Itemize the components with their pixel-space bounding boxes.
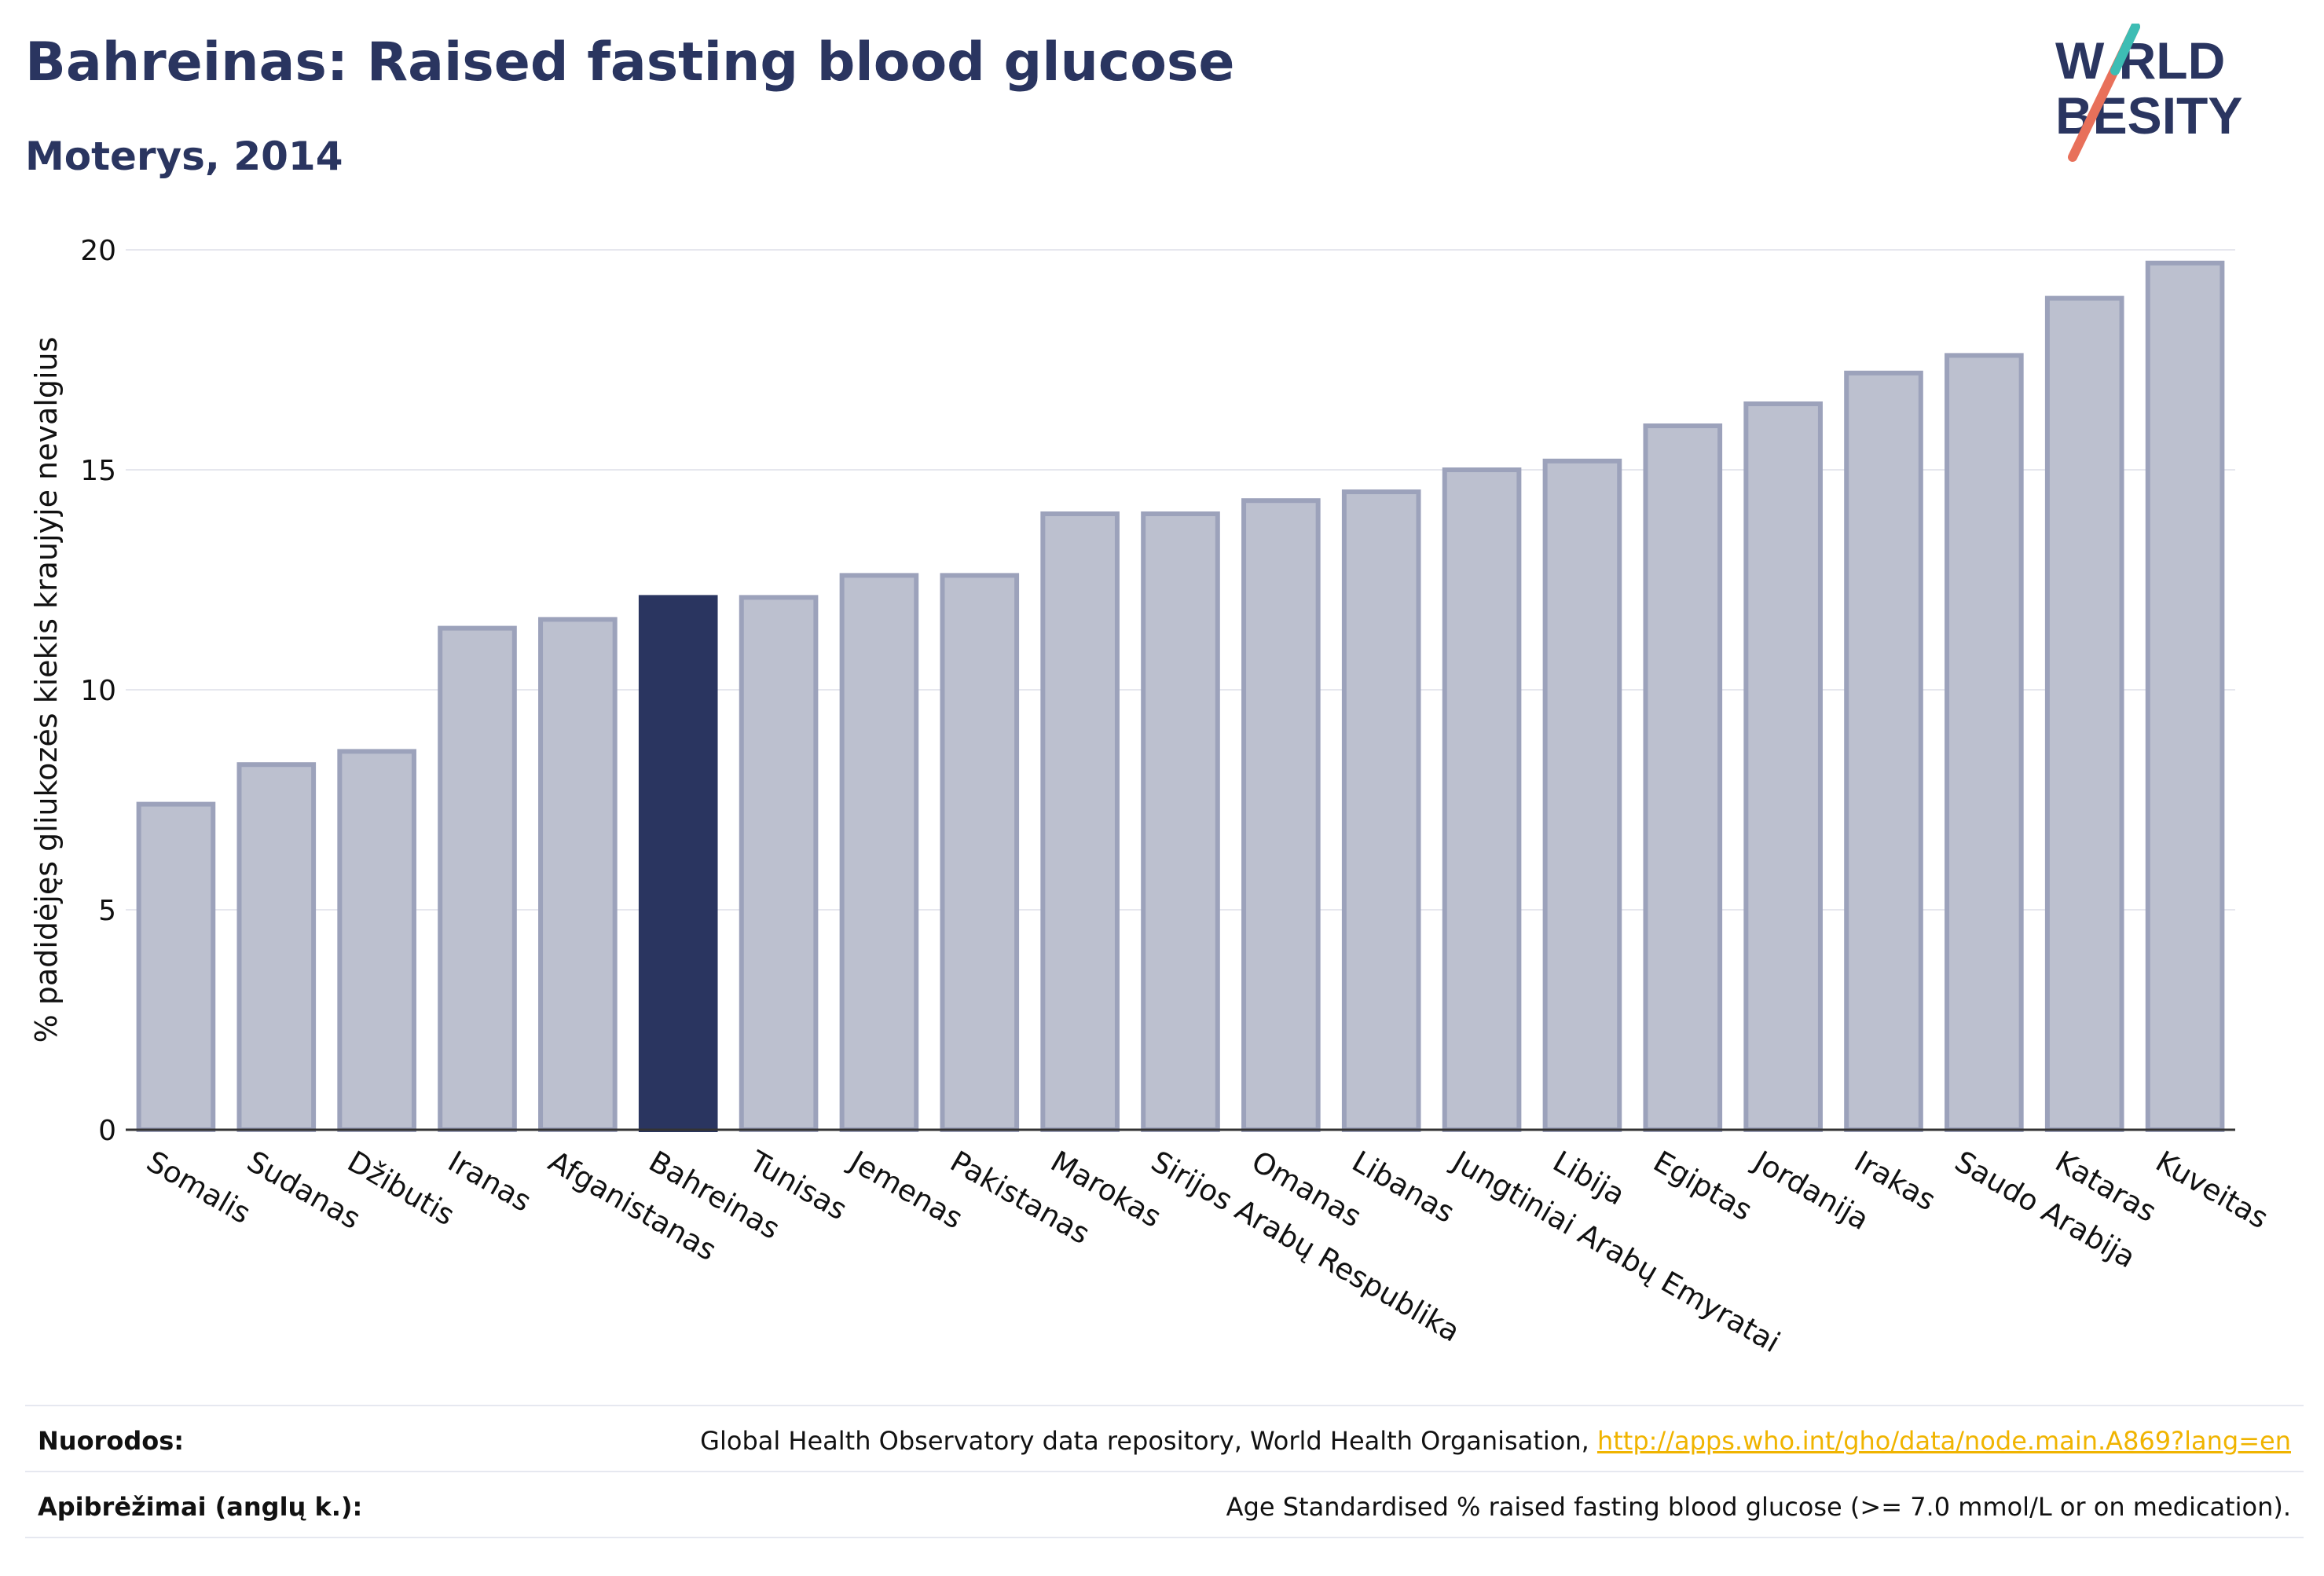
x-tick-label: Kuveitas — [2150, 1145, 2275, 1236]
world-obesity-logo: W RLD BESITY — [2055, 24, 2242, 162]
x-tick-label: Egiptas — [1648, 1145, 1758, 1228]
footer-definitions-label: Apibrėžimai (anglų k.): — [38, 1492, 363, 1522]
bar[interactable] — [1743, 401, 1823, 1132]
footer-divider-top — [25, 1405, 2304, 1406]
y-tick-label: 10 — [80, 675, 116, 707]
y-tick-label: 15 — [80, 455, 116, 487]
x-tick-label: Somalis — [141, 1145, 256, 1231]
logo-line1: W RLD — [2055, 31, 2225, 90]
bar[interactable] — [1542, 458, 1622, 1132]
bar[interactable] — [1643, 423, 1723, 1132]
bar[interactable] — [1844, 370, 1923, 1132]
footer-sources-text: Global Health Observatory data repositor… — [700, 1426, 1597, 1456]
footer-sources-row: Nuorodos: Global Health Observatory data… — [25, 1409, 2304, 1472]
bars — [136, 260, 2225, 1133]
footer-definitions-row: Apibrėžimai (anglų k.): Age Standardised… — [25, 1475, 2304, 1538]
footer-sources-link[interactable]: http://apps.who.int/gho/data/node.main.A… — [1596, 1426, 2291, 1456]
bar-highlighted[interactable] — [638, 595, 718, 1132]
bar[interactable] — [2145, 260, 2225, 1132]
bar[interactable] — [337, 749, 416, 1133]
bar[interactable] — [2044, 295, 2124, 1133]
x-tick-label: Afganistanas — [543, 1145, 722, 1268]
footer-definitions-value: Age Standardised % raised fasting blood … — [1226, 1492, 2291, 1522]
bar[interactable] — [236, 762, 317, 1132]
footer-divider-middle — [25, 1471, 2304, 1472]
bar[interactable] — [739, 595, 819, 1132]
x-tick-label: Džibutis — [342, 1145, 460, 1233]
x-tick-label: Jordanija — [1747, 1144, 1875, 1237]
bar[interactable] — [438, 625, 517, 1132]
bar[interactable] — [1945, 353, 2024, 1132]
footer-sources-label: Nuorodos: — [38, 1426, 185, 1456]
bar[interactable] — [1442, 467, 1522, 1132]
x-tick-label: Jemenas — [843, 1144, 969, 1236]
bar[interactable] — [1040, 511, 1120, 1132]
y-axis-label: % padidėjęs gliukozės kiekis kraujyje ne… — [29, 337, 64, 1043]
page-subtitle: Moterys, 2014 — [25, 134, 343, 179]
y-tick-label: 5 — [98, 895, 116, 927]
y-tick-label: 20 — [80, 235, 116, 267]
page-title: Bahreinas: Raised fasting blood glucose — [25, 31, 1235, 93]
y-tick-label: 0 — [98, 1115, 116, 1147]
bar[interactable] — [538, 617, 618, 1132]
footer-sources-value: Global Health Observatory data repositor… — [700, 1426, 2291, 1456]
bar[interactable] — [136, 801, 216, 1132]
bar[interactable] — [1141, 511, 1220, 1132]
footer-divider-bottom — [25, 1537, 2304, 1538]
x-tick-label: Sudanas — [241, 1145, 366, 1236]
logo-slash-teal — [2110, 24, 2140, 75]
bar[interactable] — [1341, 489, 1421, 1132]
y-tick-labels: 0 5 10 15 20 — [80, 235, 116, 1147]
bar[interactable] — [940, 573, 1020, 1132]
bar[interactable] — [1241, 498, 1321, 1132]
bar[interactable] — [839, 573, 919, 1132]
x-tick-label: Libanas — [1347, 1145, 1461, 1230]
